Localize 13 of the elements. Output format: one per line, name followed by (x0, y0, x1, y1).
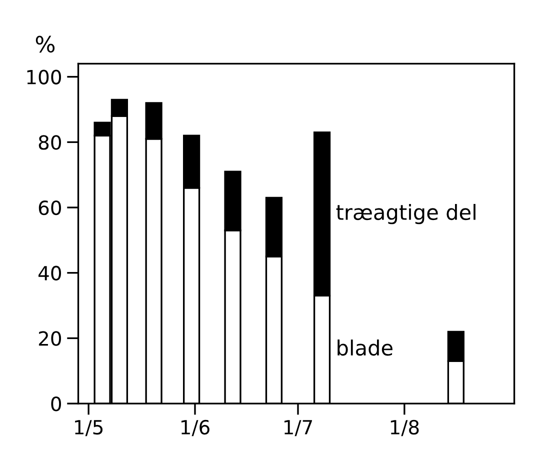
y-axis-title: % (36, 36, 55, 53)
y-tick-label: 100 (27, 70, 61, 84)
series-label: blade (338, 340, 392, 356)
series-label: træagtige del (336, 204, 476, 224)
y-tick-label: 80 (38, 135, 61, 150)
x-tick-label: 1/8 (390, 420, 419, 436)
y-tick-label: 20 (38, 331, 61, 346)
x-tick-label: 1/6 (181, 420, 210, 436)
y-tick-label: 60 (38, 200, 61, 216)
y-tick-label: 0 (51, 396, 61, 412)
x-tick-label: 1/7 (284, 420, 312, 436)
y-tick-label: 40 (38, 266, 61, 281)
x-tick-label: 1/5 (75, 420, 103, 436)
